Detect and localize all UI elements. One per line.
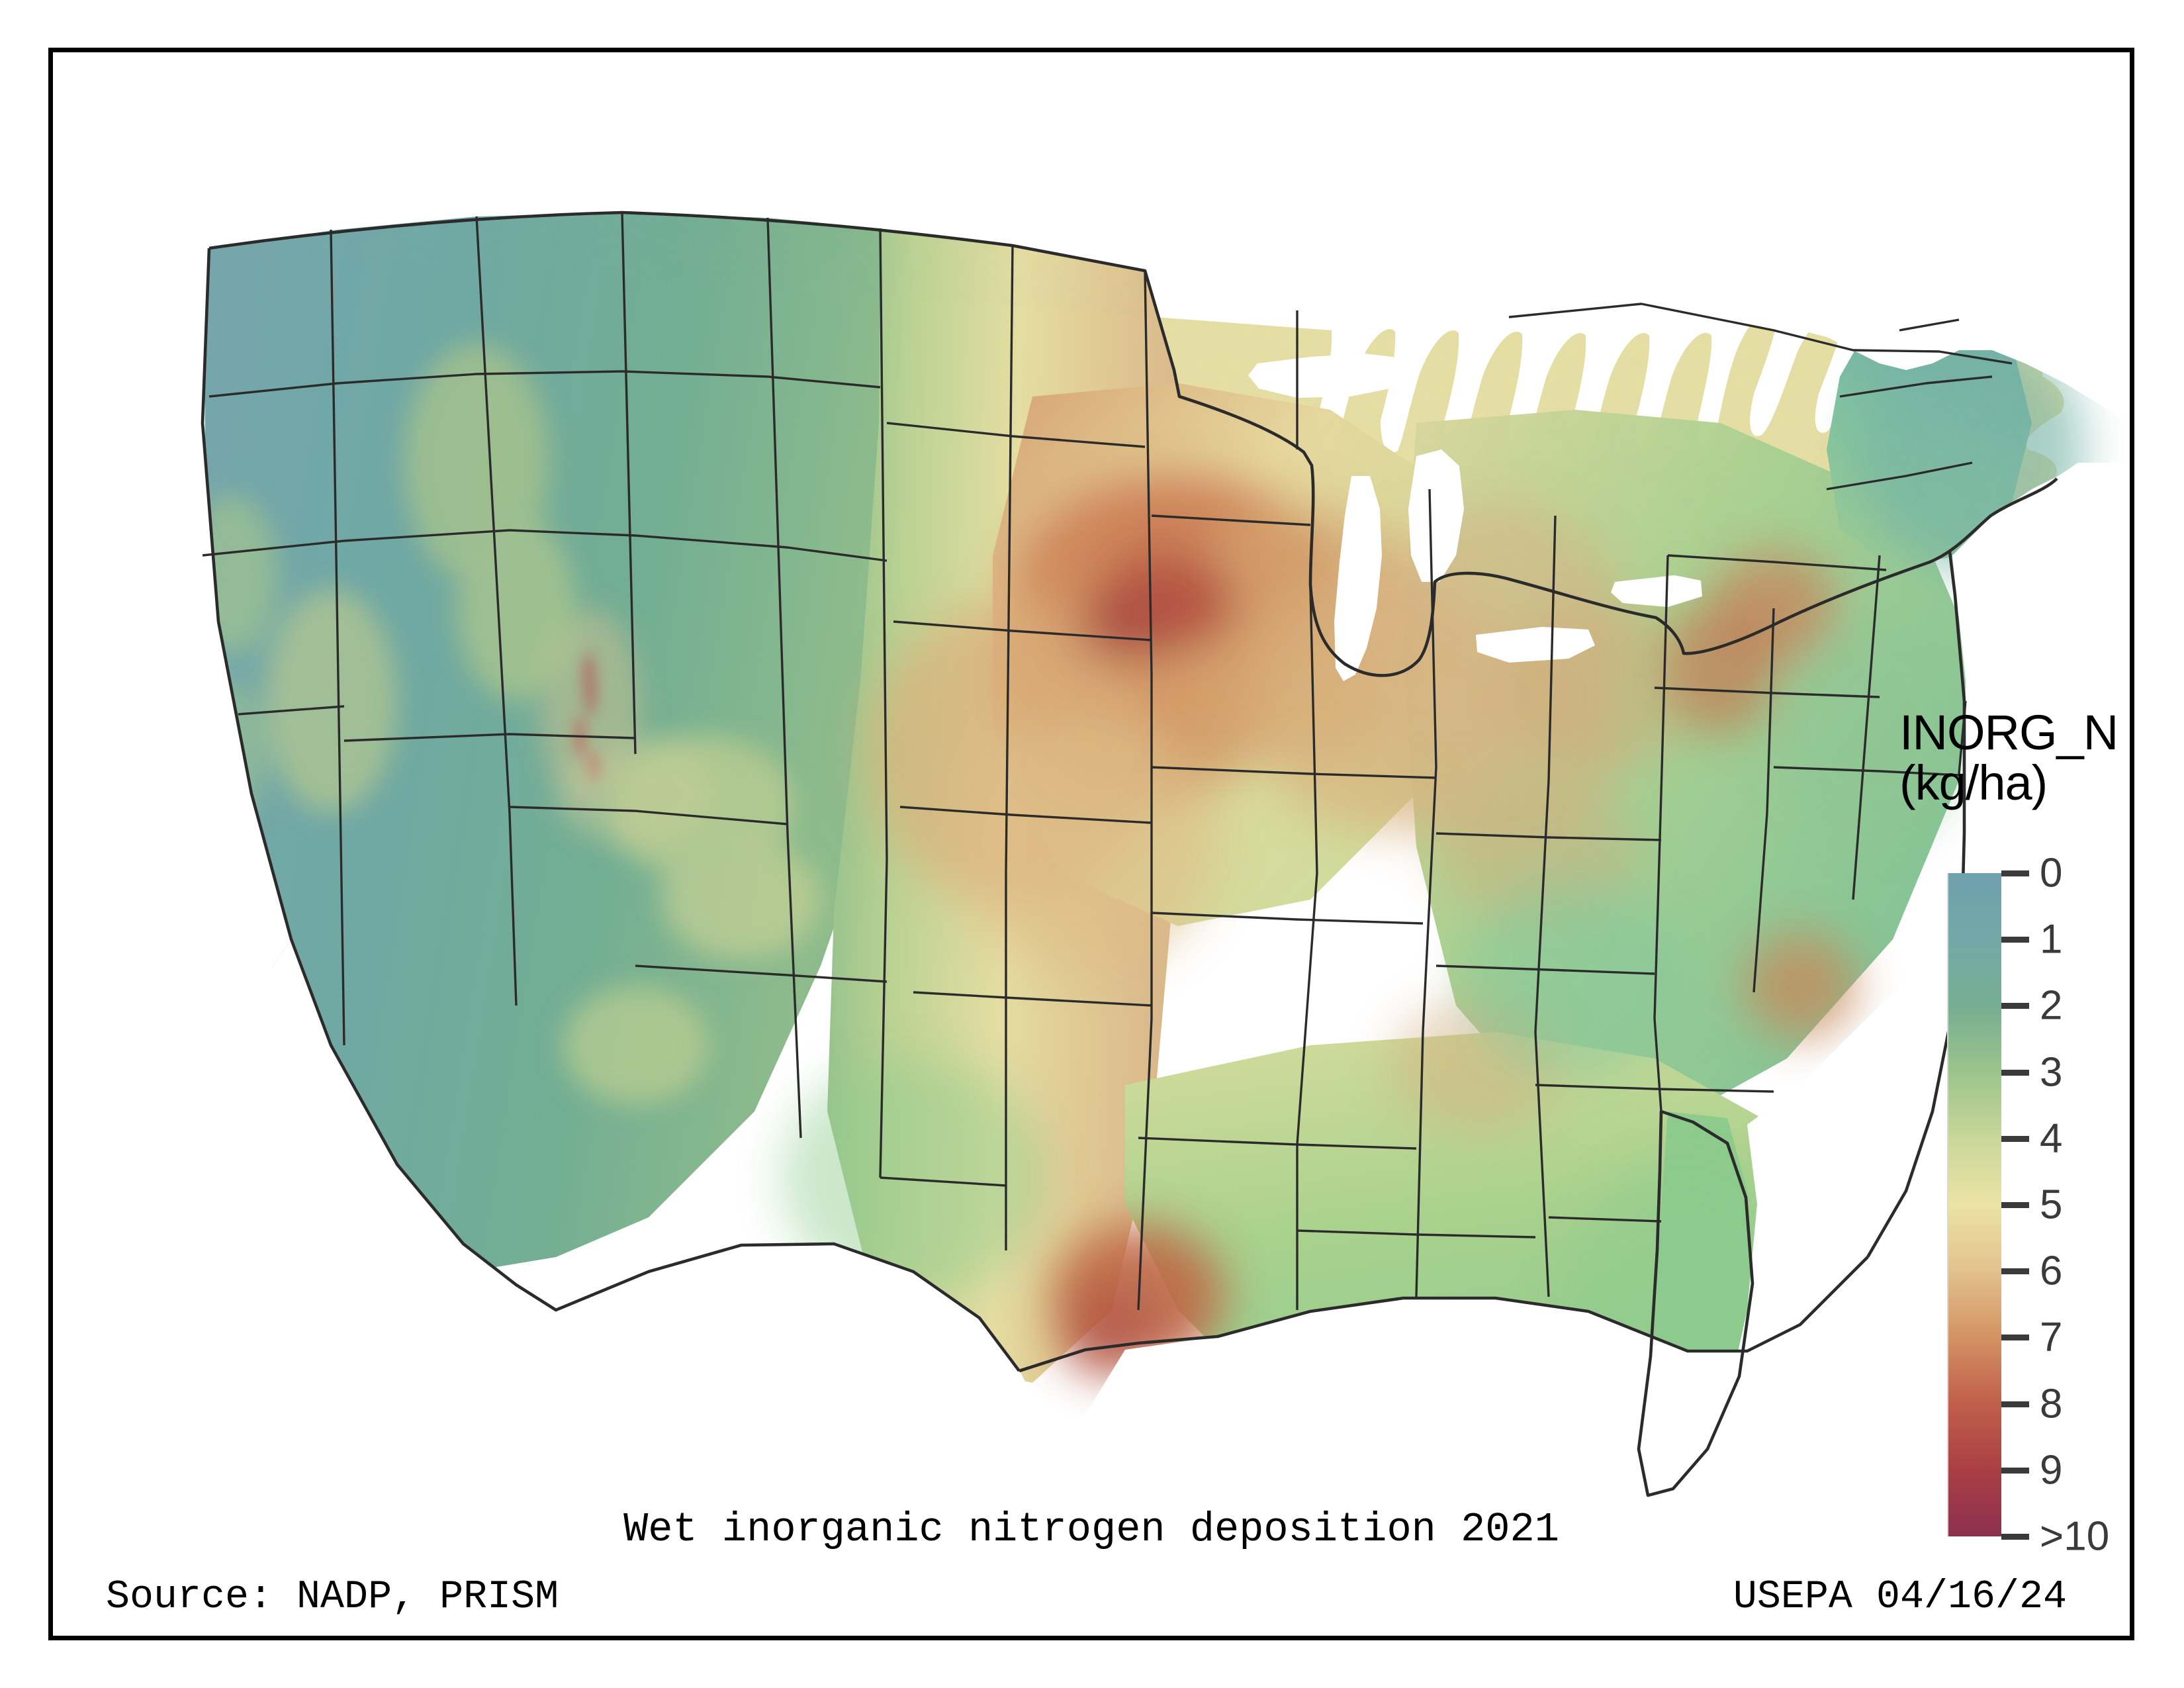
colorbar-tick-label: 0: [2040, 850, 2063, 896]
lake-michigan: [1334, 476, 1382, 681]
map-frame: INORG_N (kg/ha) 0 1 2 3 4 5 6 7 8 9 >10 Wet inorga…: [48, 48, 2134, 1640]
colorbar-tick: [2001, 1268, 2029, 1275]
lake-ontario: [1611, 575, 1702, 607]
colorbar-tick-label: 3: [2040, 1049, 2063, 1096]
colorbar-tick: [2001, 1467, 2029, 1474]
legend: INORG_N (kg/ha) 0 1 2 3 4 5 6 7 8 9 >10: [1899, 705, 2177, 1568]
legend-title-line2: (kg/ha): [1899, 755, 2048, 811]
colorbar-tick-label: 8: [2040, 1381, 2063, 1427]
colorbar-tick: [2001, 1003, 2029, 1009]
map-canvas: [53, 52, 2130, 1636]
legend-title-line1: INORG_N: [1899, 705, 2118, 760]
map-title: Wet inorganic nitrogen deposition 2021: [623, 1506, 1559, 1553]
lake-erie: [1476, 627, 1595, 663]
colorbar: [1947, 873, 2001, 1536]
colorbar-tick: [2001, 1069, 2029, 1076]
agency-date-credit: USEPA 04/16/24: [1733, 1575, 2067, 1620]
deposition-map: [53, 52, 2130, 1636]
colorbar-tick-label: >10: [2040, 1513, 2110, 1560]
colorbar-tick-label: 5: [2040, 1182, 2063, 1228]
lake-superior: [1248, 353, 1416, 398]
colorbar-tick-label: 4: [2040, 1115, 2063, 1162]
lake-huron: [1408, 449, 1464, 582]
colorbar-tick: [2001, 1335, 2029, 1341]
colorbar-tick: [2001, 870, 2029, 876]
colorbar-tick-label: 6: [2040, 1248, 2063, 1294]
colorbar-tick-label: 1: [2040, 916, 2063, 962]
colorbar-tick: [2001, 1534, 2029, 1540]
source-credit: Source: NADP, PRISM: [106, 1575, 559, 1620]
colorbar-tick-label: 7: [2040, 1314, 2063, 1360]
colorbar-tick: [2001, 1202, 2029, 1208]
colorbar-group: 0 1 2 3 4 5 6 7 8 9 >10: [1947, 851, 2172, 1560]
colorbar-tick: [2001, 1135, 2029, 1142]
state-boundaries: [201, 211, 2058, 1497]
hotspot-nc-piedmont: [1744, 933, 1856, 1039]
colorbar-tick-label: 9: [2040, 1447, 2063, 1493]
water-and-outside-mask: [53, 52, 2130, 1636]
colorbar-tick: [2001, 1401, 2029, 1407]
colorbar-tick: [2001, 937, 2029, 943]
colorbar-tick-label: 2: [2040, 982, 2063, 1029]
